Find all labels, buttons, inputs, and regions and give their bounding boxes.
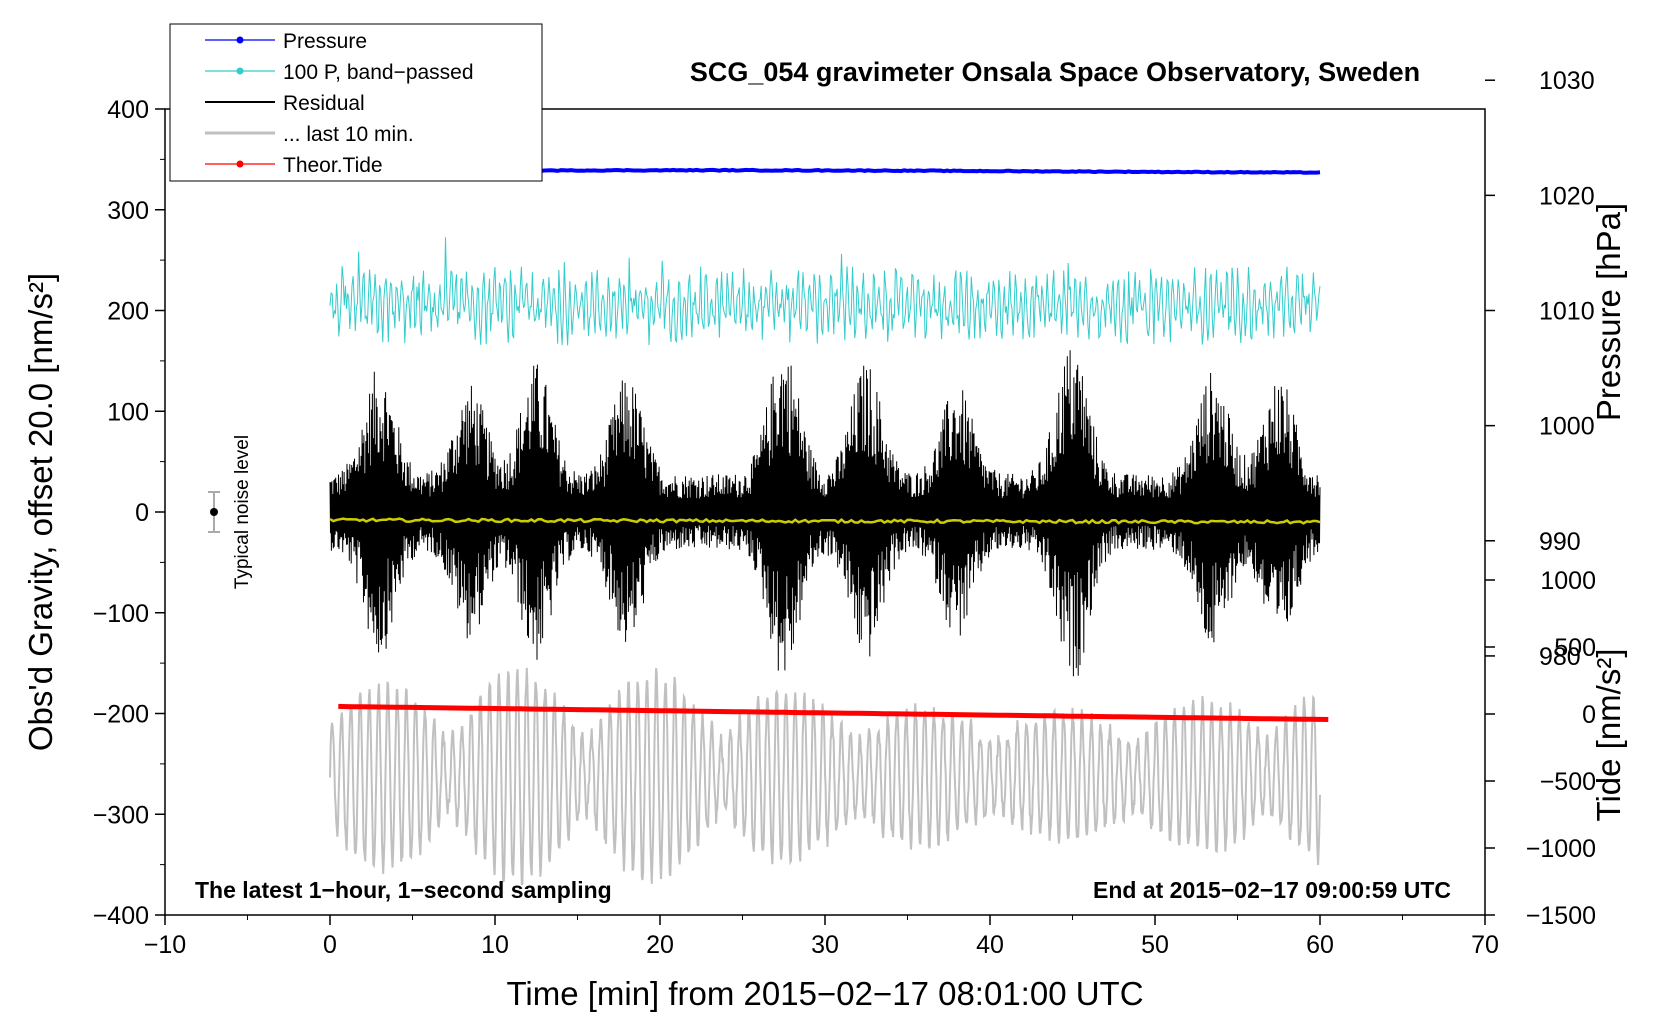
- legend-marker-tide: [236, 160, 244, 168]
- series-residual-smoothed: [329, 517, 1321, 525]
- legend-label-tide: Theor.Tide: [283, 154, 383, 177]
- y-tick-label: 100: [107, 398, 149, 426]
- noise-level-indicator: Typical noise level: [208, 435, 253, 589]
- axes-layer: −10 0 10 20 30 40 50 60 704003002001000−100−200−…: [93, 67, 1596, 959]
- y-tick-label: −100: [93, 600, 149, 628]
- y-axis-title-pressure: Pressure [hPa]: [1590, 203, 1627, 421]
- x-tick-label: 70: [1471, 931, 1499, 959]
- legend-marker-pressure: [236, 36, 244, 44]
- series-last-10-min: [329, 667, 1321, 886]
- tide-tick-label: 500: [1554, 634, 1596, 662]
- noise-level-label: Typical noise level: [232, 435, 253, 589]
- y-tick-label: 0: [135, 499, 149, 527]
- legend-label-last-10-min: ... last 10 min.: [283, 123, 414, 146]
- pressure-tick-label: 1030: [1539, 67, 1595, 95]
- x-tick-label: 30: [811, 931, 839, 959]
- legend-label-residual: Residual: [283, 92, 365, 115]
- x-tick-label: 0: [323, 931, 337, 959]
- x-tick-label: 60: [1306, 931, 1334, 959]
- x-axis-title: Time [min] from 2015−02−17 08:01:00 UTC: [506, 975, 1143, 1012]
- series-layer: [329, 167, 1329, 886]
- legend-label-band-passed: 100 P, band−passed: [283, 61, 474, 84]
- x-tick-label: 40: [976, 931, 1004, 959]
- noise-dot: [210, 508, 218, 516]
- y-tick-label: 400: [107, 96, 149, 124]
- y-tick-label: −400: [93, 902, 149, 930]
- tide-tick-label: −1500: [1526, 902, 1596, 930]
- y-tick-label: 300: [107, 197, 149, 225]
- tide-tick-label: 1000: [1540, 567, 1596, 595]
- series-residual: [329, 350, 1321, 677]
- tide-tick-label: −500: [1540, 768, 1596, 796]
- legend: Pressure 100 P, band−passed Residual ...…: [169, 23, 543, 182]
- pressure-tick-label: 990: [1539, 528, 1581, 556]
- x-tick-label: 10: [481, 931, 509, 959]
- annotation-end-time: End at 2015−02−17 09:00:59 UTC: [1093, 877, 1451, 903]
- pressure-tick-label: 980: [1539, 643, 1581, 671]
- y-tick-label: −300: [93, 801, 149, 829]
- legend-label-pressure: Pressure: [283, 30, 367, 53]
- x-tick-label: −10: [144, 931, 186, 959]
- x-tick-label: 20: [646, 931, 674, 959]
- pressure-tick-label: 1010: [1539, 298, 1595, 326]
- y-axis-title-tide: Tide [nm/s²]: [1590, 649, 1627, 822]
- chart-title: SCG_054 gravimeter Onsala Space Observat…: [690, 57, 1420, 87]
- legend-marker-band-passed: [236, 67, 244, 75]
- series-band-passed: [329, 237, 1321, 346]
- legend-box: [169, 23, 543, 182]
- tide-tick-label: 0: [1582, 701, 1596, 729]
- y-tick-label: −200: [93, 701, 149, 729]
- pressure-tick-label: 1000: [1539, 413, 1595, 441]
- pressure-tick-label: 1020: [1539, 182, 1595, 210]
- x-tick-label: 50: [1141, 931, 1169, 959]
- y-axis-title-left: Obs'd Gravity, offset 20.0 [nm/s²]: [22, 273, 59, 751]
- y-tick-label: 200: [107, 298, 149, 326]
- series-theoretical-tide: [338, 703, 1329, 722]
- annotation-sampling: The latest 1−hour, 1−second sampling: [195, 877, 612, 903]
- tide-tick-label: −1000: [1526, 835, 1596, 863]
